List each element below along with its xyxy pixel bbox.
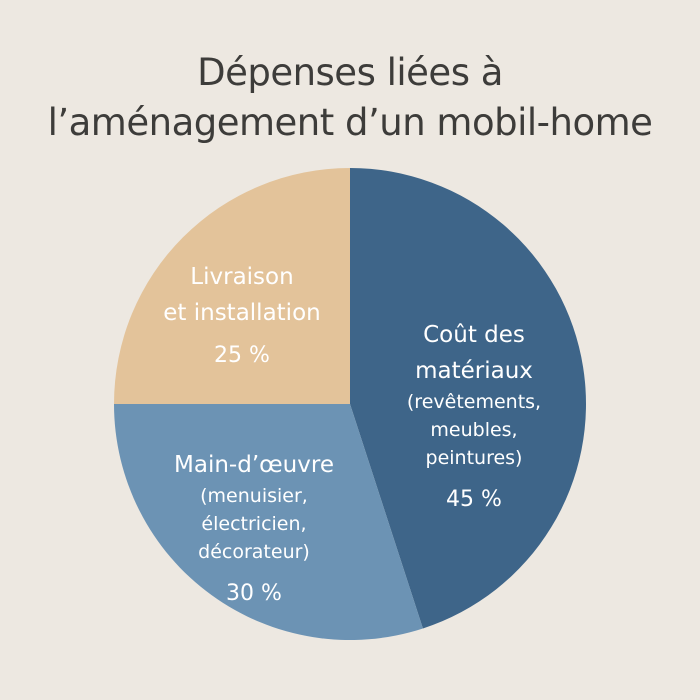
slice-1-detail-text: meubles, [430, 419, 517, 441]
slice-3-label-text: Livraison [190, 264, 293, 290]
pie-slice-1 [350, 168, 586, 629]
slice-2-detail-text: décorateur) [198, 541, 310, 563]
chart-title-line-2: l’aménagement d’un mobil-home [47, 101, 653, 144]
pie-slice-2 [114, 404, 423, 641]
slice-3-label-text: et installation [163, 300, 320, 326]
slice-label-2: Main-d’œuvre (menuisier, électricien, décor… [174, 452, 334, 606]
slice-label-1: Coût des matériaux (revêtements, meubles, pe… [407, 322, 541, 512]
slice-1-label-text: Coût des [423, 322, 525, 348]
slice-2-label-text: Main-d’œuvre [174, 452, 334, 478]
slice-2-detail-text: (menuisier, [200, 485, 308, 507]
chart-title: Dépenses liées à l’aménagement d’un mobi… [0, 48, 700, 148]
slice-1-label-text: matériaux [415, 358, 533, 384]
slice-3-value-text: 25 % [214, 343, 270, 368]
slice-1-detail-text: peintures) [426, 447, 523, 469]
pie-slice-3 [114, 168, 350, 404]
chart-title-line-1: Dépenses liées à [197, 51, 503, 94]
slice-2-value-text: 30 % [226, 581, 282, 606]
slice-1-value-text: 45 % [446, 487, 502, 512]
slice-label-3: Livraison et installation 25 % [163, 264, 320, 368]
slice-1-detail-text: (revêtements, [407, 391, 541, 413]
slice-2-detail-text: électricien, [201, 513, 306, 535]
